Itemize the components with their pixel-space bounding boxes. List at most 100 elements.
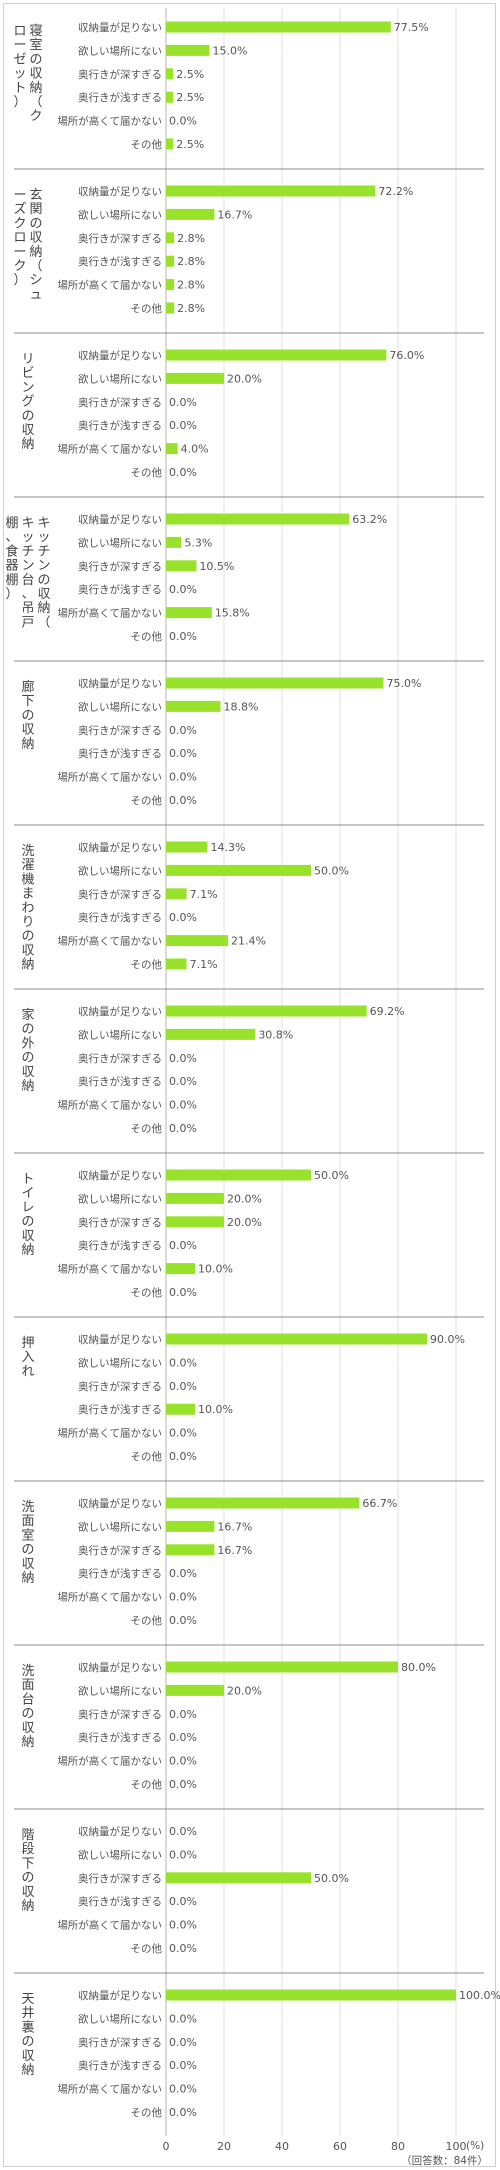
- row-label: 収納量が足りない: [78, 1169, 162, 1182]
- bar: [166, 91, 174, 103]
- category-label: キッチンの収納（: [37, 516, 50, 630]
- bar: [166, 864, 311, 876]
- data-label: 0.0%: [169, 1075, 197, 1088]
- bar: [166, 1872, 311, 1884]
- category-label: トイレの収納: [21, 1172, 34, 1258]
- data-label: 10.5%: [199, 560, 234, 573]
- data-label: 0.0%: [169, 1591, 197, 1604]
- data-label: 0.0%: [169, 2106, 197, 2119]
- row-label: その他: [131, 138, 163, 151]
- bar: [166, 1263, 195, 1275]
- bar: [166, 677, 384, 689]
- row-label: その他: [131, 2106, 163, 2119]
- data-label: 16.7%: [217, 1544, 252, 1557]
- row-label: 奥行きが深すぎる: [78, 560, 162, 573]
- row-label: 奥行きが浅すぎる: [78, 1895, 162, 1908]
- category-label: 棚、食器棚）: [5, 516, 18, 602]
- row-label: 奥行きが深すぎる: [78, 2036, 162, 2049]
- data-label: 0.0%: [169, 1825, 197, 1838]
- category-label: 廊下の収納: [21, 679, 34, 752]
- row-label: 収納量が足りない: [78, 841, 162, 854]
- row-label: その他: [131, 794, 163, 807]
- row-label: 奥行きが深すぎる: [78, 1708, 162, 1721]
- data-label: 4.0%: [181, 443, 209, 456]
- data-label: 0.0%: [169, 747, 197, 760]
- bar: [166, 513, 350, 525]
- row-label: 奥行きが深すぎる: [78, 1052, 162, 1065]
- data-label: 0.0%: [169, 2012, 197, 2025]
- data-label: 0.0%: [169, 466, 197, 479]
- row-label: 場所が高くて届かない: [57, 2083, 162, 2096]
- data-label: 16.7%: [217, 208, 252, 221]
- data-label: 0.0%: [169, 1122, 197, 1135]
- bar: [166, 841, 208, 853]
- row-label: 奥行きが深すぎる: [78, 396, 162, 409]
- row-label: 奥行きが深すぎる: [78, 1544, 162, 1557]
- data-label: 2.8%: [177, 279, 205, 292]
- bar: [166, 560, 197, 572]
- data-label: 0.0%: [169, 630, 197, 643]
- data-label: 0.0%: [169, 1895, 197, 1908]
- row-label: 収納量が足りない: [78, 21, 162, 34]
- data-label: 100.0%: [459, 1989, 500, 2002]
- category-label: 洗濯機まわりの収納: [21, 844, 34, 973]
- data-label: 75.0%: [387, 677, 422, 690]
- row-label: 奥行きが深すぎる: [78, 1380, 162, 1393]
- row-label: 収納量が足りない: [78, 677, 162, 690]
- row-label: 奥行きが浅すぎる: [78, 1075, 162, 1088]
- bar: [166, 208, 215, 220]
- row-label: その他: [131, 1942, 163, 1955]
- x-tick-label: 0: [163, 2140, 170, 2153]
- data-label: 20.0%: [227, 1192, 262, 1205]
- bar: [166, 138, 174, 150]
- category-label: 玄関の収納（シュ: [29, 188, 42, 302]
- data-label: 21.4%: [231, 935, 266, 948]
- data-label: 2.8%: [177, 255, 205, 268]
- row-label: その他: [131, 1450, 163, 1463]
- chart-frame: [3, 3, 496, 2167]
- row-label: 場所が高くて届かない: [57, 1591, 162, 1604]
- row-label: その他: [131, 630, 163, 643]
- data-label: 90.0%: [430, 1333, 465, 1346]
- row-label: 欲しい場所にない: [78, 1356, 162, 1369]
- data-label: 2.5%: [176, 91, 204, 104]
- row-label: 欲しい場所にない: [78, 700, 162, 713]
- row-label: 場所が高くて届かない: [57, 1755, 162, 1768]
- bar: [166, 1544, 215, 1556]
- row-label: 奥行きが深すぎる: [78, 1872, 162, 1885]
- bar: [166, 1403, 195, 1415]
- bar: [166, 302, 175, 314]
- row-label: 奥行きが浅すぎる: [78, 1239, 162, 1252]
- bar: [166, 1989, 456, 2001]
- bar: [166, 1520, 215, 1532]
- row-label: その他: [131, 1614, 163, 1627]
- x-tick-label: 60: [333, 2140, 347, 2153]
- data-label: 0.0%: [169, 1427, 197, 1440]
- bar: [166, 255, 175, 267]
- row-label: 欲しい場所にない: [78, 536, 162, 549]
- data-label: 10.0%: [198, 1263, 233, 1276]
- data-label: 0.0%: [169, 2083, 197, 2096]
- row-label: その他: [131, 1286, 163, 1299]
- row-label: 欲しい場所にない: [78, 2012, 162, 2025]
- data-label: 7.1%: [190, 958, 218, 971]
- bar: [166, 607, 212, 619]
- data-label: 0.0%: [169, 1052, 197, 1065]
- row-label: 収納量が足りない: [78, 1497, 162, 1510]
- bar: [166, 68, 174, 80]
- category-label: 家の外の収納: [21, 1007, 34, 1094]
- data-label: 2.5%: [176, 68, 204, 81]
- bar: [166, 44, 210, 56]
- row-label: 収納量が足りない: [78, 1989, 162, 2002]
- data-label: 18.8%: [224, 700, 259, 713]
- row-label: 奥行きが浅すぎる: [78, 1567, 162, 1580]
- bar: [166, 1497, 360, 1509]
- row-label: 欲しい場所にない: [78, 1192, 162, 1205]
- data-label: 20.0%: [227, 372, 262, 385]
- row-label: 奥行きが浅すぎる: [78, 747, 162, 760]
- data-label: 20.0%: [227, 1684, 262, 1697]
- row-label: 場所が高くて届かない: [57, 1099, 162, 1112]
- data-label: 0.0%: [169, 1919, 197, 1932]
- row-label: 欲しい場所にない: [78, 1684, 162, 1697]
